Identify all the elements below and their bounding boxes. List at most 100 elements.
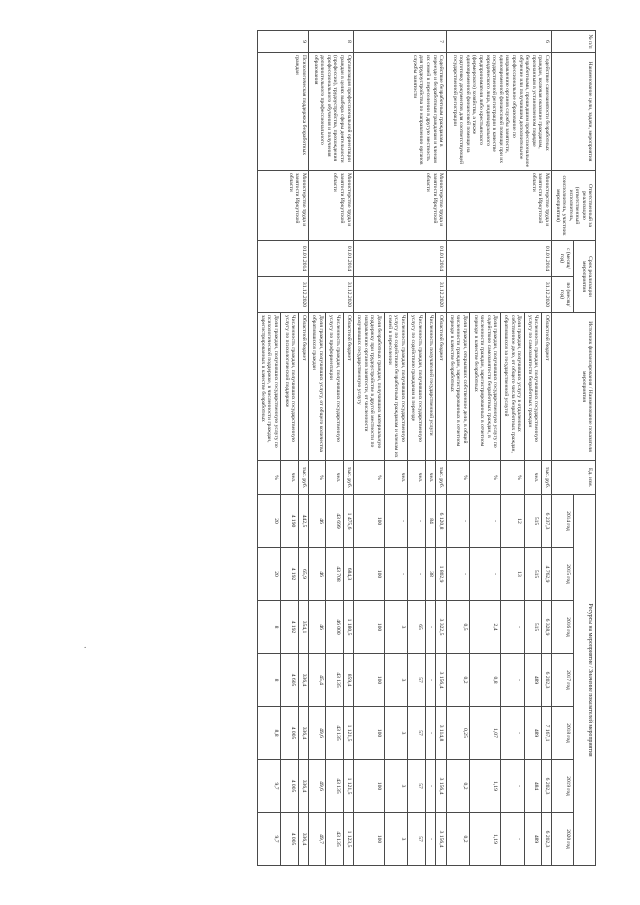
value-cell-2019: - (500, 759, 525, 813)
value-cell-2015: - (384, 547, 408, 601)
funding-source-or-indicator: Численность получателей государственной … (425, 312, 436, 461)
value-cell-2016: - (425, 600, 436, 654)
value-cell-2017: 3 156,4 (435, 653, 447, 707)
unit-cell: чел. (407, 460, 426, 495)
value-cell-2017: 45,4 (308, 653, 326, 707)
value-cell-2016: 3 322,5 (435, 600, 447, 654)
col-header-source: Источник финансирования / Наименование п… (551, 312, 596, 461)
responsible-body: Министерство труда и занятости Иркутской… (353, 170, 447, 241)
funding-source-or-indicator: Численность граждан, получивших государс… (280, 312, 299, 461)
value-cell-2018: - (425, 706, 436, 760)
value-cell-2019: 336,4 (298, 759, 309, 813)
col-header-np: № п/п (551, 30, 596, 53)
funding-source-or-indicator: Областной бюджет (435, 312, 447, 461)
value-cell-2020: - (425, 812, 436, 866)
funding-source-or-indicator: Областной бюджет (541, 312, 552, 461)
unit-cell: тыс. руб. (435, 460, 447, 495)
value-cell-2014: 43 699 (325, 494, 344, 548)
value-cell-2018: 0,25 (446, 706, 470, 760)
value-cell-2016: 65 (407, 600, 426, 654)
value-cell-2014: - (384, 494, 408, 548)
value-cell-2015: 20 (257, 547, 281, 601)
row-number: 9 (257, 30, 309, 53)
value-cell-2017: 336,4 (298, 653, 309, 707)
value-cell-2014: 20 (257, 494, 281, 548)
value-cell-2015: 4 762,9 (541, 547, 552, 601)
responsible-body: Министерство труда и занятости Иркутской… (446, 170, 552, 241)
value-cell-2015: - (470, 547, 501, 601)
value-cell-2017: 4 605 (280, 653, 299, 707)
value-cell-2014: 12 (500, 494, 525, 548)
value-cell-2018: 489 (524, 706, 542, 760)
value-cell-2016: 3 (384, 600, 408, 654)
value-cell-2015: 1 802,9 (435, 547, 447, 601)
col-header-name: Наименование цели, задачи, мероприятия (551, 52, 596, 171)
value-cell-2016: - (500, 600, 525, 654)
value-cell-2017: - (500, 653, 525, 707)
term-start-date: 01.01.2014 (353, 240, 447, 277)
value-cell-2019: 3 (384, 759, 408, 813)
value-cell-2019: 1,19 (470, 759, 501, 813)
value-cell-2015: 100 (353, 547, 385, 601)
table-row: 8 Организация профессиональной ориентации… (308, 30, 354, 866)
table-row: 9 Психологическая поддержка безработных г… (257, 30, 309, 866)
value-cell-2019: 43 135 (325, 759, 344, 813)
value-cell-2014: 46 (308, 494, 326, 548)
unit-cell: % (470, 460, 501, 495)
table-row: 6 Содействие самозанятости безработных гр… (446, 30, 552, 866)
unit-cell: чел. (280, 460, 299, 495)
funding-source-or-indicator: Численность граждан, получивших государс… (524, 312, 542, 461)
value-cell-2020: 336,4 (298, 812, 309, 866)
value-cell-2014: 442,5 (298, 494, 309, 548)
value-cell-2017: 859,4 (343, 653, 354, 707)
row-number: 8 (308, 30, 354, 53)
col-header-year-2015: 2015 год (551, 547, 574, 601)
responsible-body: Министерство труда и занятости Иркутской… (257, 170, 309, 241)
value-cell-2017: 6 202,3 (541, 653, 552, 707)
table-body: 6 Содействие самозанятости безработных гр… (257, 30, 552, 866)
table-header-row-1: № п/п Наименование цели, задачи, меропри… (551, 30, 596, 866)
unit-cell: тыс. руб. (541, 460, 552, 495)
value-cell-2020: 6 202,3 (541, 812, 552, 866)
value-cell-2020: - (500, 812, 525, 866)
value-cell-2015: 515 (524, 547, 542, 601)
value-cell-2016: 0,5 (446, 600, 470, 654)
value-cell-2014: - (470, 494, 501, 548)
value-cell-2019: 9,7 (257, 759, 281, 813)
term-end-date: 31.12.2020 (353, 276, 447, 313)
row-number: 6 (446, 30, 552, 53)
value-cell-2014: 1 475,6 (343, 494, 354, 548)
value-cell-2015: - (407, 547, 426, 601)
col-header-year-2020: 2020 год (551, 812, 574, 866)
value-cell-2019: 4 005 (280, 759, 299, 813)
value-cell-2016: 8 (257, 600, 281, 654)
funding-source-or-indicator: Областной бюджет (298, 312, 309, 461)
value-cell-2014: 515 (524, 494, 542, 548)
measure-name: Содействие безработным гражданам в перее… (353, 52, 447, 171)
unit-cell: % (257, 460, 281, 495)
value-cell-2016: 1 180,5 (343, 600, 354, 654)
funding-source-or-indicator: Доля граждан, получивших государственную… (470, 312, 501, 461)
value-cell-2018: - (500, 706, 525, 760)
value-cell-2019: 100 (353, 759, 385, 813)
value-cell-2018: 7 167,1 (541, 706, 552, 760)
rotated-page-content: № п/п Наименование цели, задачи, меропри… (96, 30, 596, 866)
unit-cell: чел. (425, 460, 436, 495)
value-cell-2020: 1,19 (470, 812, 501, 866)
term-start-date: 01.01.2014 (308, 240, 354, 277)
value-cell-2020: 100 (353, 812, 385, 866)
value-cell-2017: 8 (257, 653, 281, 707)
value-cell-2017: - (425, 653, 436, 707)
term-end-date: 31.12.2020 (446, 276, 552, 313)
value-cell-2019: 484 (524, 759, 542, 813)
value-cell-2019: 3 156,4 (435, 759, 447, 813)
value-cell-2014: 100 (353, 494, 385, 548)
value-cell-2014: 84 (425, 494, 436, 548)
unit-cell: тыс. руб. (343, 460, 354, 495)
value-cell-2014: 6 237,3 (541, 494, 552, 548)
value-cell-2016: 100 (353, 600, 385, 654)
col-header-year-2014: 2014 год (551, 494, 574, 548)
term-end-date: 31.12.2020 (308, 276, 354, 313)
value-cell-2015: 13 (500, 547, 525, 601)
